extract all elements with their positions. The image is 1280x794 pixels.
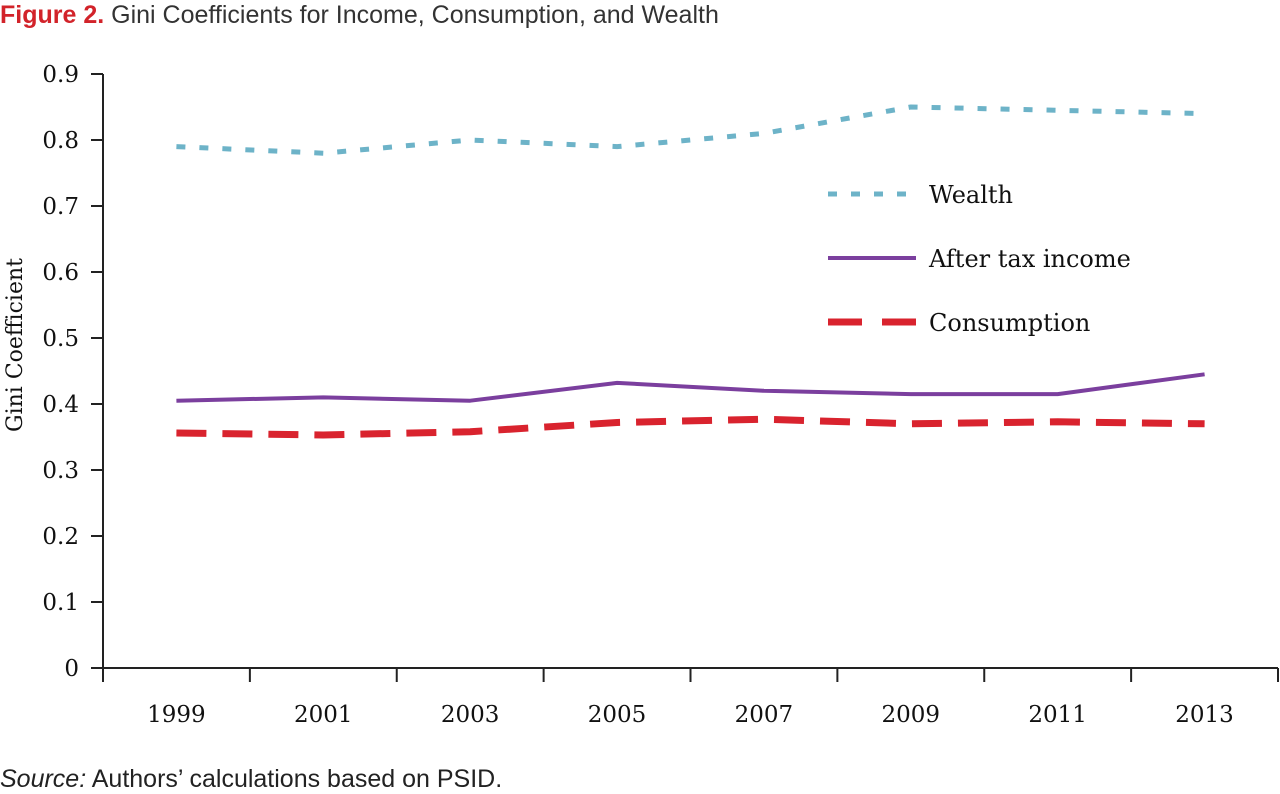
x-tick-label: 2009: [882, 702, 941, 728]
x-tick-label: 2001: [294, 702, 353, 728]
x-tick-label: 2011: [1028, 702, 1087, 728]
y-tick-label: 0.6: [42, 260, 79, 286]
legend: Wealth After tax income Consumption: [828, 181, 1131, 337]
series-line-after-tax-income: [176, 372, 1205, 403]
y-tick-label: 0.7: [42, 194, 79, 220]
figure-title-text: Gini Coefficients for Income, Consumptio…: [111, 1, 719, 29]
source-text: Authors’ calculations based on PSID.: [91, 765, 503, 793]
figure-title: Figure 2. Gini Coefficients for Income, …: [0, 0, 719, 30]
series-line-wealth: [176, 104, 1205, 156]
y-tick-label: 0.1: [42, 590, 79, 616]
x-tick-label: 2013: [1175, 702, 1234, 728]
legend-label: Consumption: [929, 309, 1090, 337]
y-tick-label: 0: [64, 656, 79, 682]
y-axis-title: Gini Coefficient: [3, 258, 28, 432]
source-label: Source:: [0, 765, 87, 793]
series-line-consumption: [176, 415, 1205, 439]
y-tick-label: 0.8: [42, 128, 79, 154]
y-tick-label: 0.5: [42, 326, 79, 352]
x-tick-label: 2003: [441, 702, 500, 728]
legend-label: After tax income: [928, 245, 1131, 273]
y-tick-label: 0.9: [42, 62, 79, 88]
source-note: Source: Authors’ calculations based on P…: [0, 764, 502, 794]
y-tick-label: 0.3: [42, 458, 79, 484]
x-tick-label: 2005: [588, 702, 647, 728]
series-layer: [176, 104, 1205, 439]
figure-label: Figure 2.: [0, 1, 105, 29]
x-tick-label: 2007: [735, 702, 794, 728]
y-tick-label: 0.4: [42, 392, 79, 418]
axes: 0 0.1 0.2 0.3 0.4 0.5 0.6 0.7 0.8 0.9 1999 2001 2003…: [42, 62, 1279, 728]
x-tick-label: 1999: [147, 702, 206, 728]
y-tick-label: 0.2: [42, 524, 79, 550]
legend-label: Wealth: [929, 181, 1013, 209]
